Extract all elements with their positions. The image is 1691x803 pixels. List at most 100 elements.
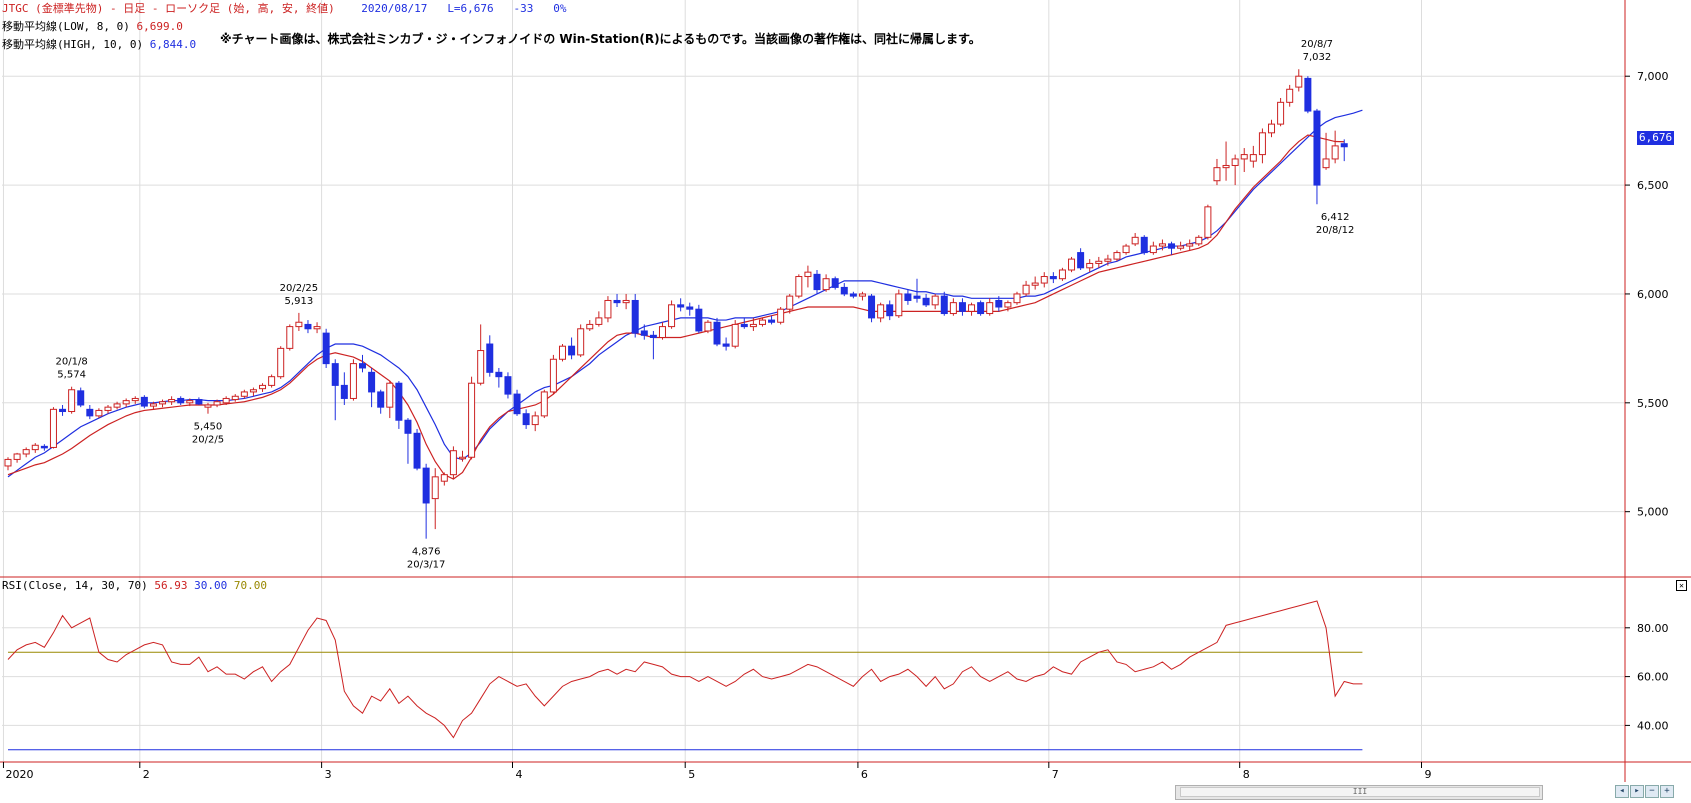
candle-up [931, 295, 939, 306]
instrument-title: JTGC (金標準先物) - 日足 - ローソク足 (始, 高, 安, 終値) [2, 2, 335, 15]
price-tick-label: 7,000 [1637, 70, 1669, 83]
candle-up [449, 450, 457, 476]
high-annotation-date: 20/8/7 [1301, 39, 1333, 50]
candle-up [1322, 158, 1330, 169]
low-annotation-date: 20/3/17 [407, 560, 446, 571]
price-change-pct: 0% [553, 2, 567, 15]
candle-up [549, 358, 557, 393]
candle-up [758, 319, 766, 325]
candle-down [413, 432, 421, 469]
candle-up [113, 403, 121, 408]
candle-down [722, 343, 730, 347]
candle-down [568, 345, 576, 356]
candle-up [595, 317, 603, 325]
candle-up [949, 302, 957, 315]
candle-up [858, 293, 866, 297]
candle-up [1277, 101, 1285, 125]
candle-down [977, 302, 985, 315]
last-price-marker: 6,676 [1637, 131, 1675, 145]
low-annotation-date: 20/2/5 [192, 435, 224, 446]
rsi-line [7, 600, 1363, 739]
scrollbar-thumb[interactable]: III [1180, 787, 1540, 797]
candle-up [13, 453, 21, 460]
scroll-right-icon[interactable]: ▸ [1630, 785, 1644, 798]
candle-down [868, 295, 876, 319]
candle-up [1040, 276, 1048, 284]
candle-down [522, 413, 530, 426]
candle-down [913, 295, 921, 299]
candle-up [1213, 167, 1221, 182]
candle-up [1022, 284, 1030, 295]
candle-up [604, 299, 612, 319]
candle-up [531, 415, 539, 426]
zoom-in-icon[interactable]: + [1660, 785, 1674, 798]
candle-up [1149, 245, 1157, 254]
month-label: 9 [1424, 768, 1431, 781]
rsi-low-level: 30.00 [194, 579, 228, 592]
candle-down [422, 467, 430, 504]
candle-up [240, 391, 248, 397]
high-annotation-date: 20/1/8 [56, 357, 88, 368]
candle-down [631, 299, 639, 334]
zoom-out-icon[interactable]: − [1645, 785, 1659, 798]
candle-down [640, 330, 648, 336]
candle-down [713, 321, 721, 345]
candle-up [622, 299, 630, 304]
candle-down [177, 397, 185, 404]
candle-up [349, 363, 357, 399]
candle-up [1249, 154, 1257, 162]
month-label: 2 [143, 768, 150, 781]
candle-down [1168, 243, 1176, 249]
candle-down [1077, 252, 1085, 269]
candle-up [1286, 88, 1294, 103]
candle-up [786, 295, 794, 310]
candle-down [322, 332, 330, 365]
rsi-high-level: 70.00 [233, 579, 267, 592]
candle-up [313, 326, 321, 330]
candle-up [468, 382, 476, 458]
candle-down [504, 376, 512, 395]
rsi-legend: RSI(Close, 14, 30, 70) 56.93 30.00 70.00 [2, 579, 267, 592]
candle-up [104, 406, 112, 411]
high-annotation-price: 7,032 [1303, 52, 1332, 63]
candle-up [159, 401, 167, 405]
candle-up [1104, 258, 1112, 262]
price-tick-label: 5,500 [1637, 397, 1669, 410]
close-panel-icon[interactable]: ✕ [1676, 580, 1687, 591]
price-change: -33 [513, 2, 534, 15]
candle-down [695, 308, 703, 332]
candle-up [668, 304, 676, 328]
candle-up [1222, 164, 1230, 169]
rsi-value: 56.93 [154, 579, 188, 592]
candle-down [840, 286, 848, 295]
candle-up [277, 347, 285, 378]
scroll-left-icon[interactable]: ◂ [1615, 785, 1629, 798]
rsi-tick-label: 80.00 [1637, 622, 1669, 635]
candle-down [849, 293, 857, 297]
candle-up [186, 400, 194, 404]
ma-low-line [7, 134, 1345, 480]
rsi-tick-label: 60.00 [1637, 671, 1669, 684]
candle-up [259, 384, 267, 390]
candle-up [4, 458, 12, 467]
candle-up [1258, 132, 1266, 156]
candle-down [304, 323, 312, 330]
candle-down [958, 302, 966, 312]
candle-up [1058, 269, 1066, 280]
ma-high-label: 移動平均線(HIGH, 10, 0) [2, 38, 144, 51]
month-label: 8 [1243, 768, 1250, 781]
candle-up [286, 326, 294, 349]
candle-down [677, 304, 685, 308]
candle-up [49, 408, 57, 448]
last-price-label: L=6,676 [447, 2, 494, 15]
candle-down [377, 391, 385, 408]
candle-up [1158, 243, 1166, 247]
low-annotation-price: 5,450 [194, 422, 223, 433]
candle-up [658, 326, 666, 338]
price-tick-label: 5,000 [1637, 506, 1669, 519]
candle-up [1004, 302, 1012, 308]
candle-down [686, 306, 694, 310]
candle-up [31, 444, 39, 451]
month-label: 3 [325, 768, 332, 781]
